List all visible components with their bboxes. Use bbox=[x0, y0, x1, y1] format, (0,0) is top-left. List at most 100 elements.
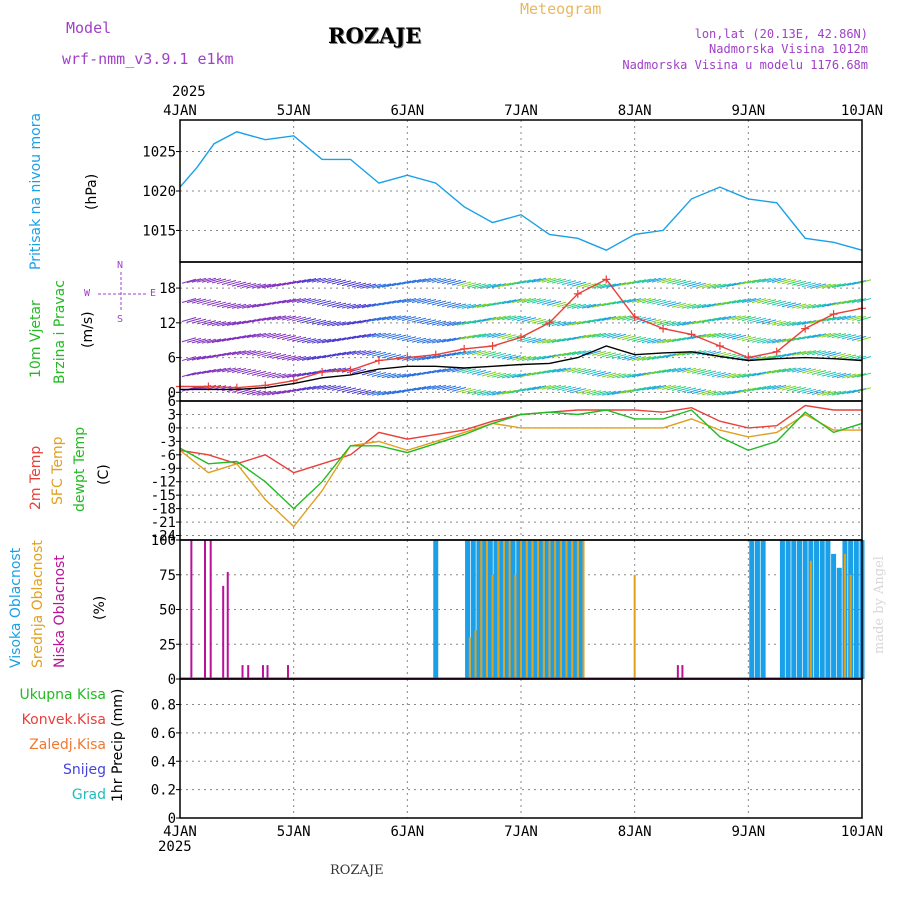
wind-barb bbox=[321, 320, 337, 326]
cloud-bar bbox=[499, 540, 505, 679]
wind-barb bbox=[741, 316, 757, 322]
wind-barb bbox=[416, 318, 432, 324]
wind-barb bbox=[251, 332, 267, 338]
wind-barb bbox=[836, 282, 852, 288]
wind-barb bbox=[356, 333, 372, 339]
wind-barb bbox=[366, 302, 382, 308]
wind-barb bbox=[766, 369, 782, 375]
wind-barb bbox=[576, 282, 592, 288]
precip-legend-convective: Konvek.Kisa bbox=[21, 712, 106, 728]
wind-barb bbox=[511, 388, 527, 394]
wind-barb bbox=[416, 385, 432, 391]
wind-barb bbox=[581, 333, 597, 339]
wind-barb bbox=[291, 372, 307, 378]
wind-barb bbox=[386, 282, 402, 288]
wind-barb bbox=[296, 298, 312, 303]
wind-barb bbox=[556, 337, 572, 343]
wind-barb bbox=[276, 315, 292, 321]
wind-barb bbox=[746, 386, 762, 392]
wind-barb bbox=[256, 371, 272, 377]
wind-barb bbox=[466, 303, 482, 309]
wind-barb bbox=[736, 335, 752, 341]
wind-barb bbox=[301, 385, 317, 391]
wind-barb bbox=[481, 351, 497, 357]
wind-barb bbox=[411, 371, 427, 377]
wind-barb bbox=[481, 371, 497, 377]
wind-barb bbox=[426, 369, 442, 375]
wind-barb bbox=[836, 333, 852, 339]
wind-barb bbox=[486, 352, 502, 357]
wind-barb bbox=[846, 315, 862, 321]
top-date-label: 8JAN bbox=[618, 103, 652, 119]
wind-barb bbox=[626, 279, 642, 285]
wind-barb bbox=[571, 350, 587, 356]
wind-barb bbox=[796, 387, 812, 393]
wind-barb bbox=[301, 338, 317, 344]
wind-barb bbox=[516, 355, 532, 361]
wind-barb bbox=[526, 371, 542, 377]
wind-barb bbox=[191, 355, 207, 361]
wind-barb bbox=[801, 368, 817, 374]
wind-barb bbox=[386, 354, 402, 360]
wind-barb bbox=[646, 370, 662, 376]
wind-barb bbox=[636, 337, 652, 343]
wind-barb bbox=[831, 372, 847, 378]
wind-barb bbox=[536, 355, 552, 361]
wind-barb bbox=[591, 350, 607, 356]
wind-barb bbox=[246, 303, 262, 309]
wind-barb bbox=[531, 370, 547, 376]
precip-legend-hail: Grad bbox=[71, 787, 106, 803]
wind-barb bbox=[186, 355, 202, 361]
wind-barb bbox=[396, 315, 412, 321]
y-tick-label: -3 bbox=[159, 434, 176, 450]
wind-barb bbox=[601, 372, 617, 378]
wind-barb bbox=[836, 353, 852, 359]
wind-barb bbox=[206, 338, 222, 344]
precip-legend-snow: Snijeg bbox=[62, 762, 106, 778]
y-tick-label: 50 bbox=[159, 603, 176, 619]
wind-barb bbox=[381, 353, 397, 359]
wind-barb bbox=[201, 277, 217, 283]
wind-barb bbox=[671, 351, 687, 357]
wind-barb bbox=[361, 333, 377, 338]
cloud-bar bbox=[465, 540, 471, 679]
wind-barb bbox=[211, 278, 227, 284]
wind-barb bbox=[811, 369, 827, 375]
wind-barb bbox=[756, 385, 772, 391]
wind-barb bbox=[431, 368, 447, 374]
wind-barb bbox=[206, 353, 222, 359]
wind-barb bbox=[281, 355, 297, 361]
wind-barb bbox=[701, 370, 717, 376]
wind-barb bbox=[826, 352, 842, 358]
wind-barb bbox=[506, 281, 522, 286]
wind-barb bbox=[676, 367, 692, 373]
cloud-bar bbox=[825, 540, 831, 679]
wind-barb bbox=[226, 321, 242, 326]
wind-barb bbox=[241, 282, 257, 288]
wind-barb bbox=[711, 372, 727, 378]
wind-barb bbox=[626, 372, 642, 378]
wind-barb bbox=[221, 279, 237, 285]
wind-barb bbox=[321, 353, 337, 359]
wind-barb bbox=[621, 355, 637, 361]
wind-barb bbox=[466, 282, 482, 288]
wind-barb bbox=[371, 390, 387, 396]
wind-barb bbox=[521, 337, 537, 343]
wind-barb bbox=[356, 283, 372, 289]
wind-barb bbox=[311, 354, 327, 360]
wind-barb bbox=[411, 298, 427, 304]
cloud-bar bbox=[266, 665, 269, 679]
wind-barb bbox=[301, 278, 317, 284]
wind-barb bbox=[321, 278, 337, 284]
wind-barb bbox=[336, 280, 352, 286]
wind-barb bbox=[276, 299, 292, 305]
wind-barb bbox=[366, 351, 382, 357]
y-tick-label: 0 bbox=[168, 811, 176, 827]
compass-arrows bbox=[98, 272, 146, 312]
wind-barb bbox=[531, 338, 547, 344]
wind-barb bbox=[376, 390, 392, 396]
wind-barb bbox=[651, 319, 667, 325]
wind-barb bbox=[766, 338, 782, 344]
wind-barb bbox=[561, 280, 577, 286]
wind-barb bbox=[216, 367, 232, 373]
